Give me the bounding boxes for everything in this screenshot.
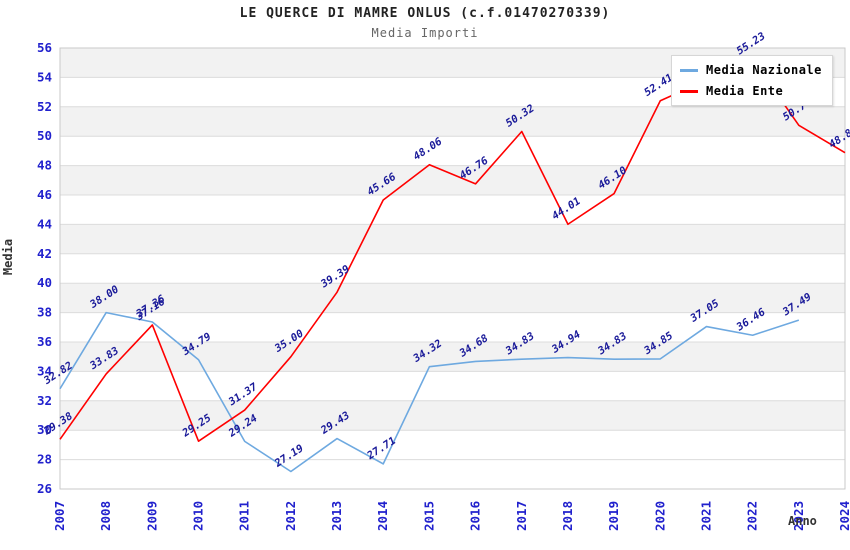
y-tick-label: 26 (37, 481, 52, 496)
chart-subtitle: Media Importi (371, 26, 479, 40)
plot-band (60, 106, 845, 137)
y-tick-label: 48 (37, 158, 52, 173)
x-tick-label: 2013 (329, 501, 344, 531)
point-label: 27.71 (364, 435, 398, 463)
y-tick-label: 38 (37, 305, 52, 320)
chart-title: LE QUERCE DI MAMRE ONLUS (c.f.0147027033… (239, 6, 611, 21)
y-tick-label: 54 (37, 69, 52, 84)
x-tick-label: 2017 (514, 501, 529, 531)
series-line-media-nazionale (59, 311, 800, 473)
x-tick-label: 2023 (791, 501, 806, 531)
plot-band (60, 165, 845, 195)
plot-band (60, 224, 845, 254)
y-tick-label: 30 (37, 422, 52, 437)
y-tick-label: 52 (37, 99, 52, 114)
legend-item-media-ente: Media Ente (680, 84, 822, 98)
x-tick-label: 2010 (191, 501, 206, 531)
y-tick-label: 36 (37, 334, 52, 349)
y-tick-label: 28 (37, 452, 52, 467)
y-tick-label: 56 (37, 40, 52, 55)
legend-label-media-ente: Media Ente (706, 84, 784, 98)
x-tick-label: 2019 (606, 501, 621, 531)
y-tick-label: 44 (37, 216, 52, 231)
x-tick-label: 2024 (837, 501, 850, 531)
x-tick-label: 2014 (375, 501, 390, 531)
x-tick-label: 2011 (237, 501, 252, 531)
x-tick-label: 2020 (652, 501, 667, 531)
legend-swatch-media-nazionale (680, 68, 698, 72)
x-tick-label: 2009 (144, 501, 159, 531)
x-tick-label: 2015 (421, 501, 436, 531)
chart-legend: Media Nazionale Media Ente (671, 55, 833, 106)
x-tick-label: 2021 (698, 501, 713, 531)
y-tick-label: 34 (37, 363, 52, 378)
plot-band (60, 283, 845, 313)
x-tick-label: 2016 (468, 501, 483, 531)
plot-band (60, 400, 845, 431)
x-tick-label: 2007 (52, 501, 67, 531)
plot-band (60, 342, 845, 372)
point-label: 27.19 (272, 442, 306, 470)
x-tick-label: 2008 (98, 501, 113, 531)
legend-swatch-media-ente (680, 89, 698, 93)
y-tick-label: 42 (37, 246, 52, 261)
y-tick-label: 46 (37, 187, 52, 202)
legend-item-media-nazionale: Media Nazionale (680, 63, 822, 77)
y-tick-label: 32 (37, 393, 52, 408)
legend-label-media-nazionale: Media Nazionale (706, 63, 822, 77)
x-tick-label: 2018 (560, 501, 575, 531)
x-axis-title: Anno (788, 514, 817, 528)
x-tick-label: 2012 (283, 501, 298, 531)
y-axis-title: Media (1, 238, 15, 276)
x-tick-label: 2022 (745, 501, 760, 531)
y-tick-label: 50 (37, 128, 52, 143)
y-tick-label: 40 (37, 275, 52, 290)
plot-border (59, 47, 846, 490)
point-label: 48.06 (411, 136, 444, 163)
